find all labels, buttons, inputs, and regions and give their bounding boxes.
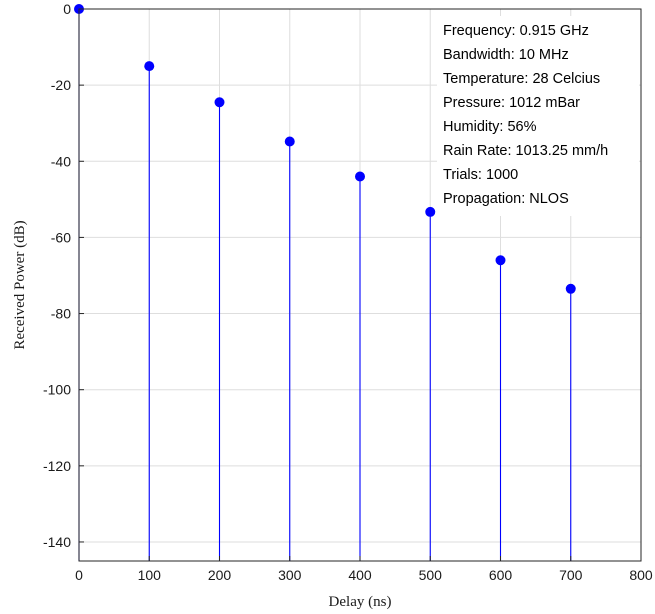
stem-marker [144,61,155,72]
stem-marker [284,136,295,147]
y-tick-label: -120 [43,458,71,474]
annotation-line: Trials: 1000 [443,167,518,183]
stem-marker [355,171,365,182]
y-axis-title: Received Power (dB) [12,220,28,349]
x-tick-label: 0 [75,567,83,583]
x-tick-label: 700 [559,567,583,583]
y-tick-label: -140 [43,534,71,550]
stem-marker [565,283,576,294]
x-axis-title: Delay (ns) [329,594,392,610]
y-tick-label: -60 [51,229,71,245]
annotation-line: Propagation: NLOS [443,191,569,207]
x-tick-label: 500 [419,567,443,583]
x-tick-label: 100 [138,567,162,583]
annotation-line: Pressure: 1012 mBar [443,95,580,111]
y-tick-label: -100 [43,382,71,398]
x-tick-label: 200 [208,567,232,583]
x-tick-label: 400 [348,567,372,583]
annotation-line: Temperature: 28 Celcius [443,71,600,87]
annotation-background [437,16,639,216]
x-tick-label: 300 [278,567,302,583]
y-tick-label: -40 [51,153,71,169]
x-tick-label: 600 [489,567,513,583]
x-tick-label: 800 [629,567,653,583]
annotation-line: Rain Rate: 1013.25 mm/h [443,143,608,159]
y-tick-label: 0 [63,1,71,17]
annotation-box: Frequency: 0.915 GHz Bandwidth: 10 MHz Tem… [437,16,639,216]
y-axis-ticks: 0 -20 -40 -60 -80 -100 -120 -140 [43,1,84,550]
x-axis-ticks: 0 100 200 300 400 500 600 700 800 [75,556,653,583]
annotation-line: Bandwidth: 10 MHz [443,47,569,63]
annotation-line: Frequency: 0.915 GHz [443,23,589,39]
y-tick-label: -80 [51,306,71,322]
stem-marker [214,97,225,108]
stem-marker [425,206,436,217]
annotation-line: Humidity: 56% [443,119,537,135]
y-tick-label: -20 [51,77,71,93]
stem-marker [495,255,506,266]
